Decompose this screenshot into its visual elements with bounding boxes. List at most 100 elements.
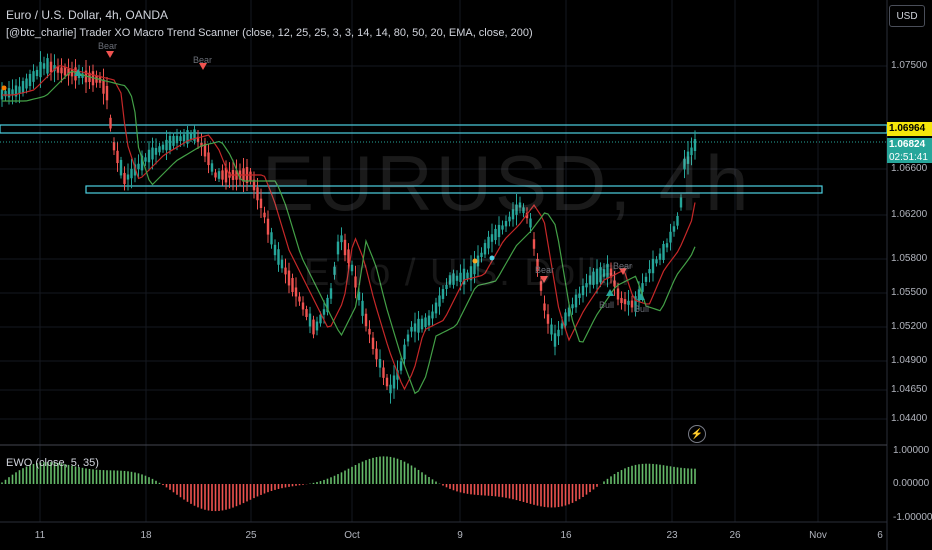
candle-body: [557, 329, 560, 337]
candle-body: [378, 358, 382, 368]
candle-body: [298, 296, 301, 302]
candle-body: [224, 167, 228, 183]
candle-body: [686, 151, 690, 164]
candle-body: [518, 202, 522, 208]
candle-body: [382, 367, 385, 378]
candle-body: [679, 197, 683, 208]
candle-body: [676, 215, 679, 226]
bull-triangle-icon: [606, 289, 614, 296]
candle-body: [662, 244, 665, 260]
indicator-legend[interactable]: [@btc_charlie] Trader XO Macro Trend Sca…: [6, 27, 533, 39]
candle-body: [392, 375, 396, 389]
candle-body: [550, 324, 553, 335]
candle-body: [581, 285, 585, 296]
candle-body: [21, 81, 25, 93]
candle-body: [627, 300, 630, 305]
candle-body: [567, 307, 571, 317]
candle-body: [340, 235, 343, 243]
candle-body: [651, 258, 655, 274]
candle-body: [322, 309, 326, 315]
time-tick: 23: [666, 530, 678, 541]
candle-body: [32, 71, 35, 82]
current-price-label: 1.06824: [887, 138, 932, 151]
candle-body: [60, 67, 63, 74]
candle-body: [578, 293, 581, 298]
candle-body: [637, 289, 641, 303]
candle-body: [329, 288, 333, 299]
lightning-icon[interactable]: ⚡: [688, 425, 706, 443]
candle-body: [644, 276, 648, 282]
candle-body: [515, 204, 518, 215]
candle-body: [305, 309, 308, 317]
ewo-tick: 1.00000: [893, 445, 930, 456]
time-tick: 18: [140, 530, 152, 541]
ewo-legend[interactable]: EWO (close, 5, 35): [6, 457, 99, 469]
currency-button[interactable]: USD: [889, 5, 925, 27]
candle-body: [333, 266, 336, 275]
candle-body: [39, 61, 42, 78]
candle-body: [361, 300, 364, 316]
candle-body: [658, 253, 662, 260]
candle-body: [151, 147, 154, 160]
candle-body: [25, 78, 28, 89]
slow-ema-line: [2, 70, 696, 395]
candle-body: [357, 291, 361, 301]
candle-body: [669, 231, 672, 243]
ewo-tick: 0.00000: [893, 478, 930, 489]
candle-body: [452, 273, 455, 285]
candle-body: [221, 170, 224, 180]
candle-body: [364, 313, 368, 327]
candle-body: [375, 348, 378, 360]
candle-body: [438, 295, 441, 307]
candle-body: [315, 321, 319, 331]
candle-body: [203, 143, 207, 157]
candlestick-series: [0, 51, 697, 404]
candle-body: [389, 384, 392, 394]
candle-body: [4, 90, 7, 97]
candle-body: [112, 142, 116, 151]
candle-body: [287, 270, 291, 286]
candle-body: [448, 275, 452, 285]
price-tick: 1.06600: [891, 163, 928, 174]
chart-title[interactable]: Euro / U.S. Dollar, 4h, OANDA: [6, 8, 169, 22]
description-watermark: Euro / U.S. Dollar: [304, 252, 636, 294]
candle-body: [119, 159, 123, 176]
candle-body: [396, 370, 399, 380]
candle-body: [67, 68, 70, 76]
candle-body: [175, 135, 179, 144]
candle-body: [574, 294, 578, 308]
candle-body: [277, 249, 280, 265]
candle-body: [193, 129, 196, 141]
candle-body: [585, 283, 588, 288]
candle-body: [126, 174, 130, 180]
candle-body: [147, 149, 151, 163]
candle-body: [459, 272, 462, 282]
bear-triangle-icon: [199, 63, 207, 70]
candle-body: [336, 241, 340, 255]
candle-body: [609, 268, 613, 278]
candle-body: [63, 67, 67, 76]
price-tick: 1.05800: [891, 253, 928, 264]
candle-body: [319, 314, 322, 324]
candle-body: [539, 281, 543, 291]
candle-body: [595, 268, 599, 285]
candle-body: [445, 284, 448, 290]
candle-body: [28, 73, 32, 87]
candle-body: [301, 302, 305, 310]
candle-body: [403, 344, 406, 360]
candle-body: [385, 377, 389, 387]
bear-triangle-icon: [106, 51, 114, 58]
candle-body: [497, 224, 501, 238]
candle-body: [571, 304, 574, 309]
candle-body: [536, 258, 539, 272]
candle-body: [109, 117, 112, 129]
candle-body: [693, 139, 697, 151]
bull-triangle-icon: [74, 69, 82, 76]
candle-body: [368, 328, 371, 335]
candle-body: [602, 269, 606, 277]
bear-signal-label: Bear: [535, 265, 555, 275]
candle-body: [648, 269, 651, 274]
candle-body: [172, 135, 175, 146]
